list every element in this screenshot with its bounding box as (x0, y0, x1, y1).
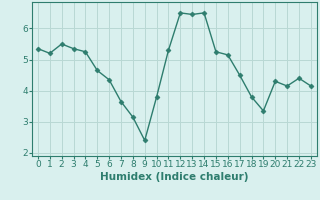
X-axis label: Humidex (Indice chaleur): Humidex (Indice chaleur) (100, 172, 249, 182)
